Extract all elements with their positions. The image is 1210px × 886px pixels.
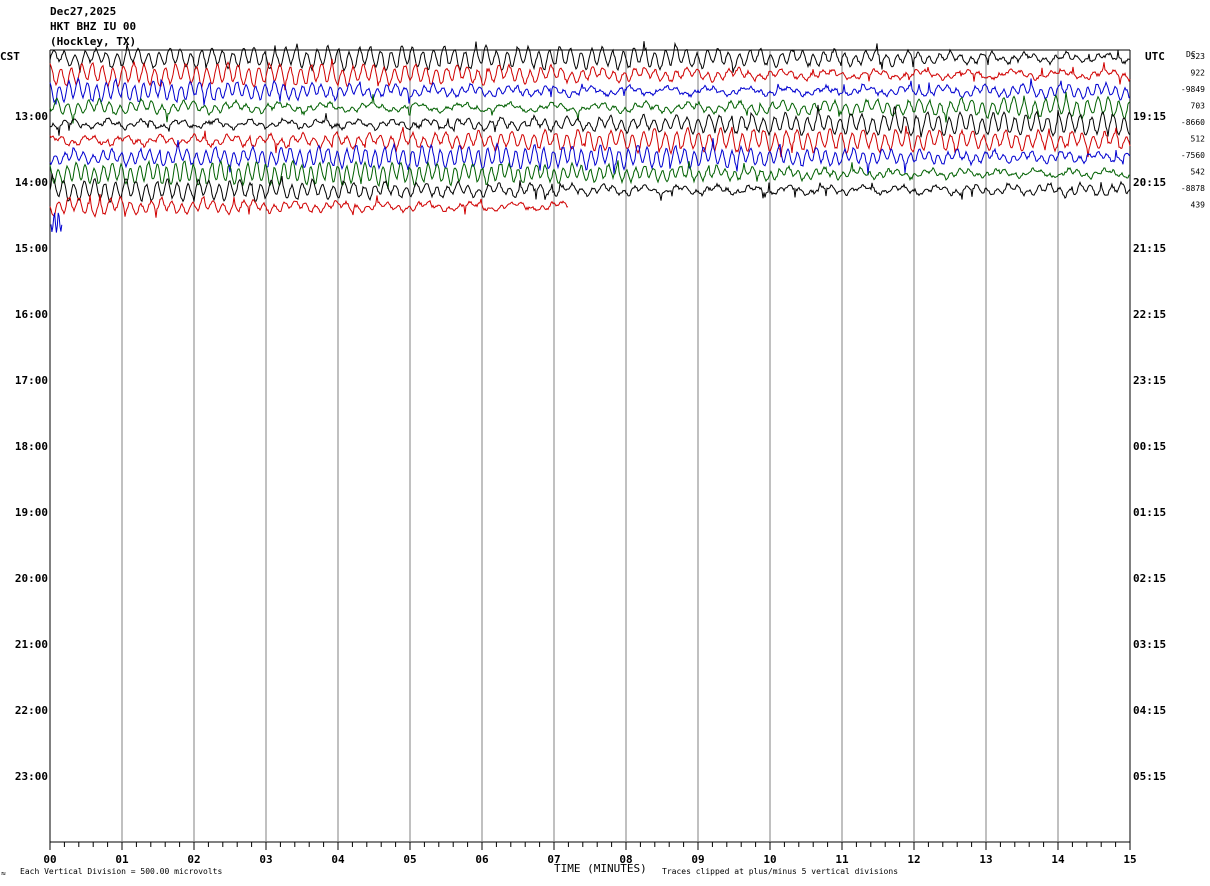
x-tick-label: 03 bbox=[259, 853, 272, 866]
seismic-trace bbox=[49, 159, 1130, 189]
right-timezone-label: UTC bbox=[1145, 50, 1165, 63]
left-timezone-label: CST bbox=[0, 50, 20, 63]
cst-hour-label: 21:00 bbox=[15, 638, 48, 651]
utc-hour-label: 19:15 bbox=[1133, 110, 1166, 123]
cst-hour-label: 22:00 bbox=[15, 704, 48, 717]
cst-hour-label: 19:00 bbox=[15, 506, 48, 519]
x-tick-label: 00 bbox=[43, 853, 56, 866]
utc-hour-label: 04:15 bbox=[1133, 704, 1166, 717]
seismic-trace bbox=[49, 173, 1131, 204]
x-tick-label: 11 bbox=[835, 853, 849, 866]
dc-offset-label: 512 bbox=[1191, 135, 1206, 144]
dc-offset-label: 703 bbox=[1191, 102, 1206, 111]
x-tick-label: 02 bbox=[187, 853, 200, 866]
dc-offset-label: 439 bbox=[1191, 201, 1206, 210]
seismic-trace bbox=[50, 212, 63, 233]
dc-offset-label: 922 bbox=[1191, 69, 1206, 78]
seismic-trace bbox=[49, 194, 569, 218]
scale-note: Each Vertical Division = 500.00 microvol… bbox=[20, 867, 223, 876]
cst-hour-label: 15:00 bbox=[15, 242, 48, 255]
x-tick-label: 08 bbox=[619, 853, 632, 866]
corner-mark: ≈ bbox=[1, 869, 6, 878]
utc-hour-label: 05:15 bbox=[1133, 770, 1166, 783]
dc-offset-label: -8878 bbox=[1181, 184, 1205, 193]
utc-hour-label: 03:15 bbox=[1133, 638, 1166, 651]
utc-hour-label: 00:15 bbox=[1133, 440, 1166, 453]
dc-offset-label: -9849 bbox=[1181, 85, 1205, 94]
x-tick-label: 09 bbox=[691, 853, 704, 866]
location-label: (Hockley, TX) bbox=[50, 35, 137, 48]
dc-offset-label: -7560 bbox=[1181, 151, 1205, 160]
x-tick-label: 10 bbox=[763, 853, 776, 866]
cst-hour-label: 16:00 bbox=[15, 308, 48, 321]
dc-offset-label: 323 bbox=[1191, 52, 1206, 61]
cst-hour-label: 23:00 bbox=[15, 770, 48, 783]
x-tick-label: 07 bbox=[547, 853, 560, 866]
x-tick-label: 01 bbox=[115, 853, 129, 866]
seismic-trace bbox=[49, 77, 1131, 106]
utc-hour-label: 22:15 bbox=[1133, 308, 1166, 321]
seismic-trace bbox=[49, 41, 1131, 73]
cst-hour-label: 14:00 bbox=[15, 176, 48, 189]
seismic-trace bbox=[49, 58, 1131, 91]
x-tick-label: 05 bbox=[403, 853, 416, 866]
x-tick-label: 06 bbox=[475, 853, 489, 866]
cst-hour-label: 18:00 bbox=[15, 440, 48, 453]
utc-hour-label: 20:15 bbox=[1133, 176, 1166, 189]
utc-hour-label: 02:15 bbox=[1133, 572, 1166, 585]
seismic-trace bbox=[49, 125, 1131, 158]
x-tick-label: 14 bbox=[1051, 853, 1065, 866]
utc-hour-label: 23:15 bbox=[1133, 374, 1166, 387]
dc-label: DC bbox=[1186, 50, 1196, 59]
dc-offset-label: -8660 bbox=[1181, 118, 1205, 127]
station-label: HKT BHZ IU 00 bbox=[50, 20, 137, 33]
x-axis-title: TIME (MINUTES) bbox=[554, 862, 647, 875]
seismic-trace bbox=[49, 138, 1131, 175]
dc-offset-label: 542 bbox=[1191, 168, 1206, 177]
x-tick-label: 12 bbox=[907, 853, 920, 866]
x-tick-label: 04 bbox=[331, 853, 345, 866]
utc-hour-label: 21:15 bbox=[1133, 242, 1166, 255]
cst-hour-label: 20:00 bbox=[15, 572, 48, 585]
cst-hour-label: 13:00 bbox=[15, 110, 48, 123]
clip-note: Traces clipped at plus/minus 5 vertical … bbox=[662, 867, 899, 876]
date-label: Dec27,2025 bbox=[50, 5, 117, 18]
seismic-trace bbox=[49, 104, 1131, 138]
seismic-trace bbox=[49, 91, 1131, 124]
utc-hour-label: 01:15 bbox=[1133, 506, 1166, 519]
x-tick-label: 13 bbox=[979, 853, 992, 866]
cst-hour-label: 17:00 bbox=[15, 374, 48, 387]
x-tick-label: 15 bbox=[1123, 853, 1136, 866]
